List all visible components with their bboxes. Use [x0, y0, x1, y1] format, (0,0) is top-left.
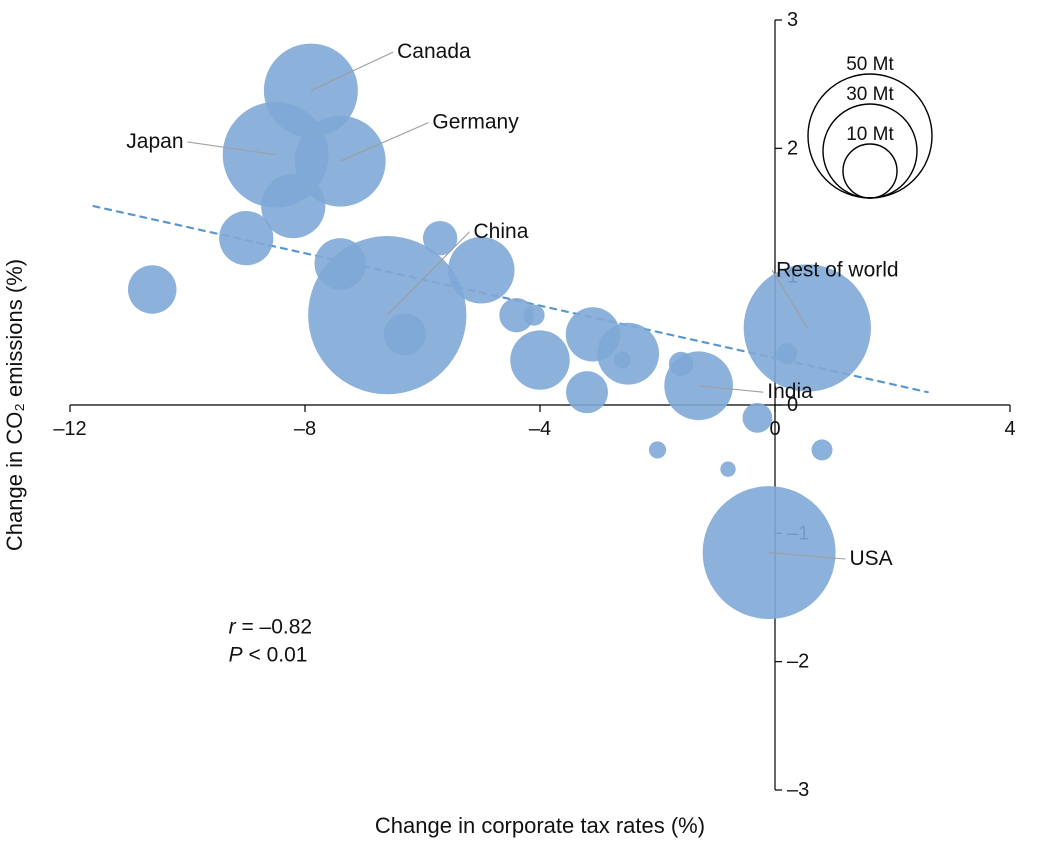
- bubble: [811, 439, 832, 460]
- legend-circle-label: 50 Mt: [846, 54, 894, 75]
- bubble: [649, 441, 666, 458]
- label-rest-of-world: Rest of world: [776, 258, 899, 281]
- bubble: [524, 305, 545, 326]
- label-usa: USA: [850, 547, 893, 570]
- chart-svg: –12–8–404–3–2–10123USAChinaIndiaJapanGer…: [0, 0, 1048, 845]
- legend-circle: [843, 144, 897, 198]
- legend-circle: [823, 104, 917, 198]
- y-tick-label: –2: [787, 651, 809, 673]
- y-axis-label: Change in CO₂ emissions (%): [2, 259, 27, 551]
- bubble: [315, 238, 366, 289]
- bubble: [743, 403, 773, 433]
- bubble: [510, 330, 569, 389]
- bubble: [566, 371, 608, 413]
- y-tick-label: 3: [787, 9, 798, 31]
- bubble: [776, 343, 797, 364]
- bubble: [219, 211, 273, 265]
- bubble: [614, 352, 631, 369]
- label-germany: Germany: [432, 111, 519, 134]
- legend-circle-label: 30 Mt: [846, 84, 894, 105]
- x-tick-label: 4: [1004, 418, 1015, 440]
- bubble: [448, 237, 514, 303]
- bubble: [720, 461, 735, 476]
- bubble: [384, 313, 426, 355]
- bubble: [423, 221, 457, 255]
- y-tick-label: –3: [787, 779, 809, 801]
- x-tick-label: –12: [53, 418, 86, 440]
- bubble-scatter-chart: –12–8–404–3–2–10123USAChinaIndiaJapanGer…: [0, 0, 1048, 845]
- y-tick-label: 2: [787, 137, 798, 159]
- label-india: India: [767, 380, 813, 403]
- bubble: [669, 352, 693, 376]
- stat-p: P < 0.01: [229, 643, 308, 666]
- x-axis-label: Change in corporate tax rates (%): [375, 813, 705, 838]
- bubble: [128, 265, 177, 314]
- stat-r: r = –0.82: [229, 615, 312, 638]
- x-tick-label: –8: [294, 418, 316, 440]
- label-china: China: [474, 220, 529, 243]
- label-canada: Canada: [397, 40, 471, 63]
- bubble: [566, 307, 620, 361]
- legend-circle-label: 10 Mt: [846, 124, 894, 145]
- label-japan: Japan: [126, 130, 183, 153]
- x-tick-label: –4: [529, 418, 551, 440]
